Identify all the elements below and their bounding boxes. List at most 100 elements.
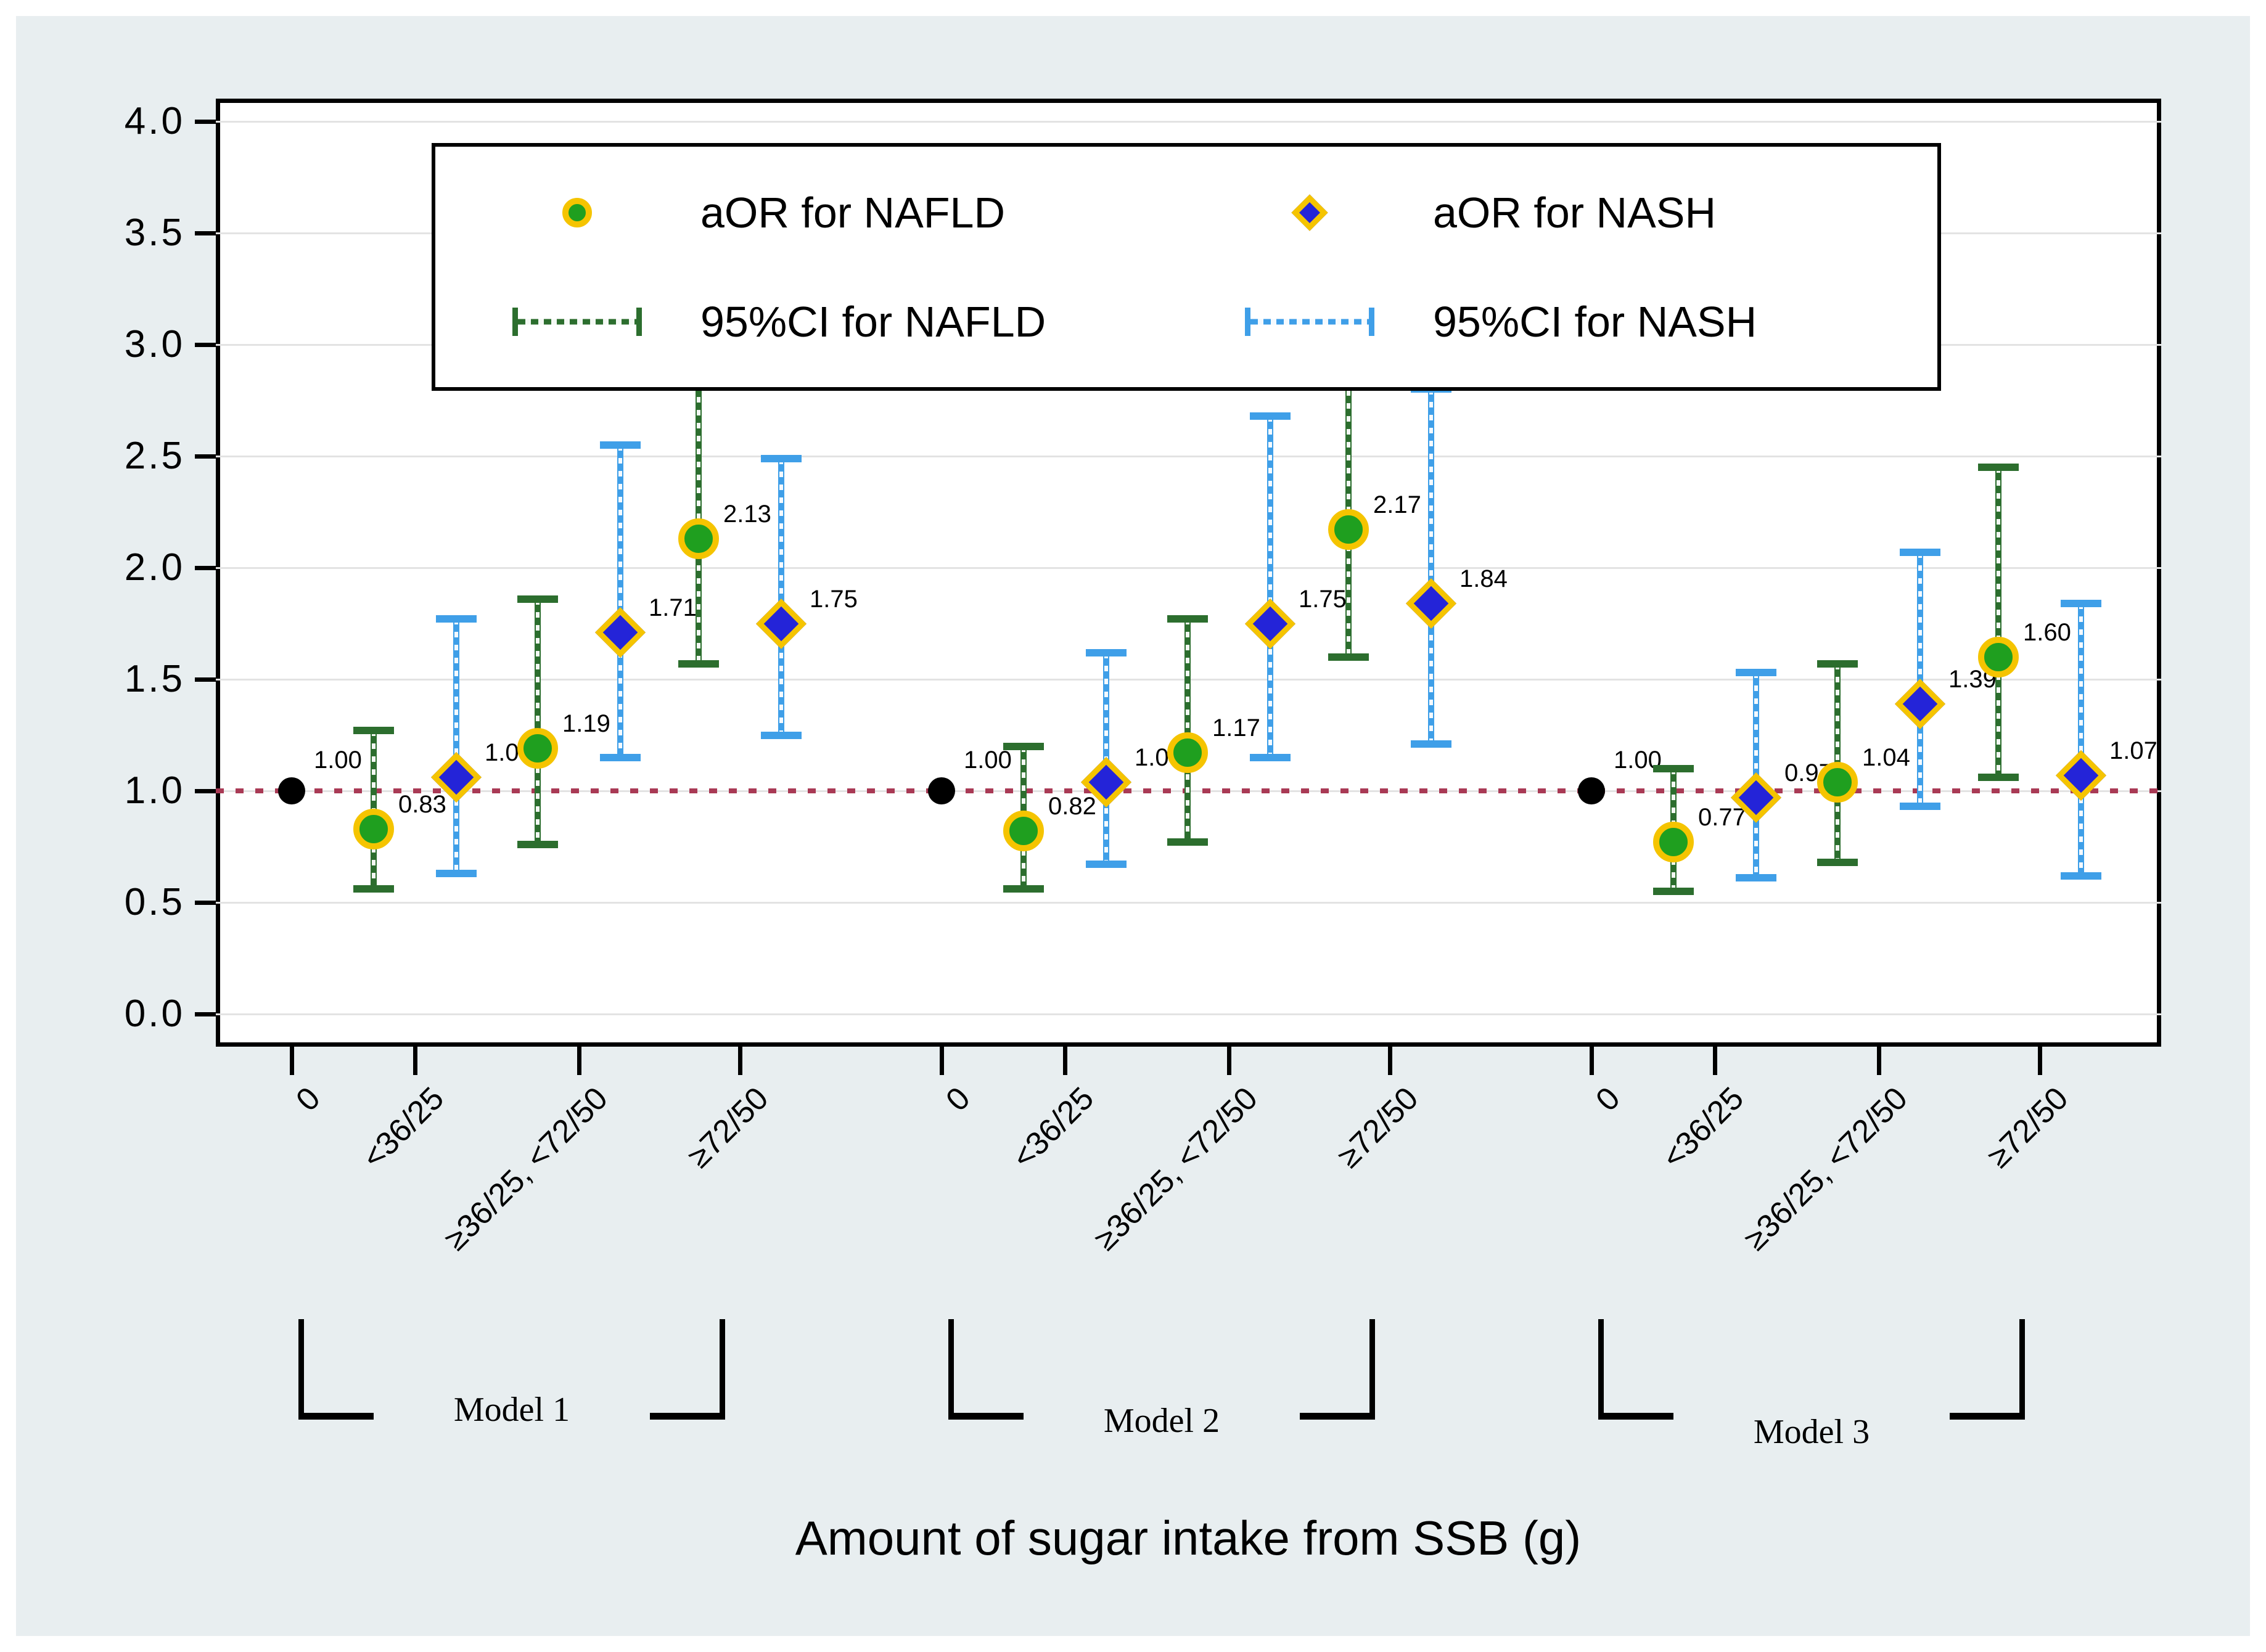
nafld-ci-cap-top: [1978, 464, 2019, 472]
nafld-ci-cap-bottom: [678, 660, 719, 668]
nafld-ci-cap-top: [517, 595, 558, 603]
y-axis-tick: [195, 677, 216, 682]
model-label: Model 3: [1753, 1413, 1870, 1451]
nash-ci-icon: [1245, 307, 1374, 336]
nash-ci-cap-top: [1900, 548, 1940, 556]
nafld-ci-cap-top: [1167, 615, 1208, 623]
nash-ci-bar: [1428, 389, 1434, 744]
nash-ci-dots: [2079, 603, 2083, 876]
model-label: Model 2: [1103, 1402, 1220, 1440]
model-bracket-right-horizontal: [1300, 1413, 1375, 1420]
value-label: 1.19: [562, 710, 610, 738]
value-label: 1.00: [314, 746, 362, 774]
nafld-ci-cap-bottom: [1653, 887, 1694, 895]
model-bracket-left-horizontal: [298, 1413, 374, 1420]
nafld-ci-sample-line: [512, 319, 642, 324]
nafld-ci-sample-cap-left: [512, 307, 518, 336]
nash-ci-cap-bottom: [600, 753, 641, 761]
nash-ci-cap-top: [436, 615, 477, 623]
y-tick-label: 3.0: [124, 323, 185, 366]
nash-ci-cap-top: [2061, 599, 2101, 607]
reference-dot: [928, 777, 955, 804]
nash-ci-sample-line: [1245, 319, 1374, 324]
nafld-marker: [1167, 732, 1208, 774]
nash-ci-bar: [453, 619, 459, 873]
reference-dot: [1578, 777, 1605, 804]
nash-ci-bar: [778, 458, 784, 735]
y-tick-label: 3.5: [124, 211, 185, 254]
nafld-marker: [1003, 811, 1044, 852]
x-axis-tick: [413, 1047, 417, 1075]
nafld-ci-bar: [1995, 467, 2001, 778]
y-axis-tick: [195, 120, 216, 124]
nash-ci-cap-bottom: [1736, 874, 1776, 882]
y-tick-label: 1.5: [124, 658, 185, 700]
value-label: 2.13: [723, 500, 771, 528]
y-gridline: [216, 567, 2161, 569]
legend-item-aor-nafld: aOR for NAFLD: [454, 158, 1186, 267]
y-axis-tick: [195, 789, 216, 793]
nafld-ci-bar: [535, 599, 541, 844]
y-axis-tick: [195, 901, 216, 905]
model-bracket-right-vertical: [720, 1319, 725, 1419]
nafld-ci-cap-bottom: [517, 840, 558, 848]
x-axis-tick: [577, 1047, 581, 1075]
nafld-ci-cap-bottom: [1167, 838, 1208, 846]
nash-ci-bar: [2078, 603, 2084, 876]
y-tick-label: 1.0: [124, 769, 185, 812]
value-label: 1.75: [1299, 585, 1347, 613]
nash-ci-sample-cap-right: [1369, 307, 1374, 336]
nafld-marker: [1328, 509, 1369, 550]
nash-ci-cap-bottom: [1086, 861, 1127, 869]
y-gridline: [216, 1013, 2161, 1015]
x-axis-title: Amount of sugar intake from SSB (g): [795, 1511, 1582, 1565]
nafld-marker: [1817, 761, 1858, 803]
nash-marker-icon: [1291, 194, 1328, 231]
nash-ci-cap-bottom: [1411, 740, 1451, 748]
y-tick-label: 0.0: [124, 992, 185, 1035]
y-gridline: [216, 121, 2161, 123]
nafld-ci-dots: [1997, 467, 2000, 778]
nafld-marker: [517, 728, 558, 769]
x-axis-tick: [738, 1047, 742, 1075]
nafld-marker: [353, 808, 394, 849]
y-tick-label: 0.5: [124, 881, 185, 923]
legend-label-aor-nash: aOR for NASH: [1433, 188, 1716, 237]
nafld-ci-cap-top: [1653, 764, 1694, 772]
nafld-marker: [1653, 822, 1694, 863]
value-label: 1.60: [2023, 618, 2071, 646]
legend-label-ci-nash: 95%CI for NASH: [1433, 297, 1757, 346]
y-gridline: [216, 902, 2161, 904]
nafld-ci-dots: [697, 371, 700, 664]
nash-ci-cap-bottom: [1250, 753, 1291, 761]
nafld-marker: [1978, 636, 2019, 677]
nash-ci-cap-top: [600, 441, 641, 449]
nafld-ci-icon: [512, 307, 642, 336]
value-label: 2.17: [1373, 491, 1421, 519]
model-bracket-right-vertical: [1369, 1319, 1375, 1419]
nash-ci-cap-top: [1736, 669, 1776, 677]
model-bracket-right-horizontal: [650, 1413, 725, 1420]
y-axis-tick: [195, 231, 216, 235]
model-bracket-left-vertical: [948, 1319, 954, 1419]
x-axis-tick: [1713, 1047, 1717, 1075]
value-label: 1.07: [2109, 737, 2157, 764]
nafld-ci-cap-bottom: [353, 885, 394, 893]
nash-ci-cap-bottom: [1900, 803, 1940, 811]
nash-ci-sample-cap-left: [1245, 307, 1250, 336]
nash-ci-cap-top: [761, 454, 802, 462]
nash-ci-dots: [618, 444, 622, 758]
y-tick-label: 2.5: [124, 435, 185, 477]
value-label: 1.75: [810, 585, 858, 613]
legend-label-aor-nafld: aOR for NAFLD: [700, 188, 1005, 237]
legend-label-ci-nafld: 95%CI for NAFLD: [700, 297, 1046, 346]
model-bracket-right-horizontal: [1950, 1413, 2025, 1420]
value-label: 1.04: [1862, 743, 1910, 771]
nash-ci-bar: [617, 444, 623, 758]
nafld-marker: [678, 518, 719, 559]
nafld-ci-cap-top: [1003, 742, 1044, 750]
nafld-ci-cap-bottom: [1817, 858, 1858, 866]
nafld-ci-cap-top: [353, 727, 394, 735]
x-axis-tick: [1227, 1047, 1231, 1075]
x-axis-tick: [940, 1047, 944, 1075]
